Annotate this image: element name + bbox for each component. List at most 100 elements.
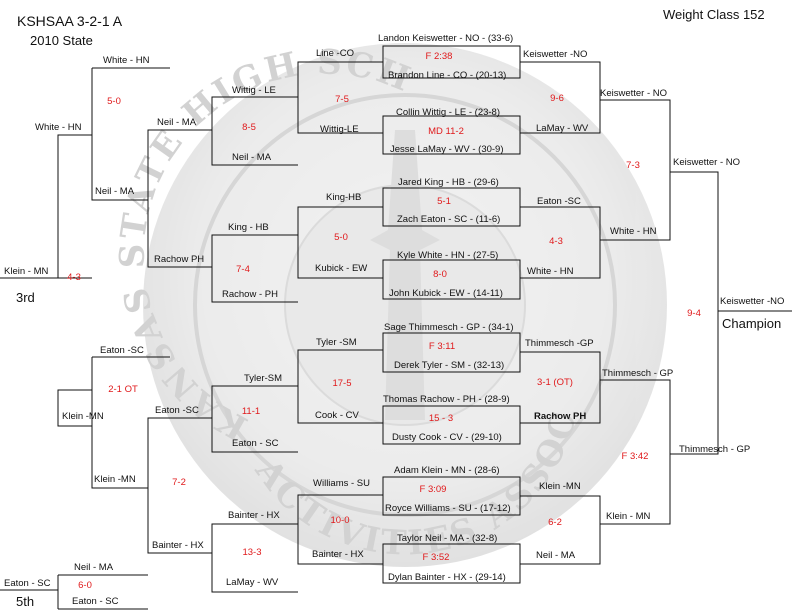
d1-result: 17-5 (332, 378, 352, 389)
m5-result: F 3:11 (428, 341, 456, 352)
q3-result: 3-1 (OT) (537, 377, 573, 388)
m7-top-wrestler: Adam Klein - MN - (28-6) (394, 465, 500, 476)
c4-result: 7-4 (236, 264, 250, 275)
c6-result: 5-0 (107, 96, 121, 107)
q2-winner: Eaton -SC (537, 196, 581, 207)
c4-top: King - HB (228, 222, 269, 233)
c7-top: White - HN (35, 122, 82, 133)
d8-top: Neil - MA (74, 562, 114, 573)
c2-bottom: Kubick - EW (315, 263, 368, 274)
m4-top-wrestler: Kyle White - HN - (27-5) (397, 250, 499, 261)
q1-bottom: LaMay - WV (536, 123, 589, 134)
m4-bottom-wrestler: John Kubick - EW - (14-11) (389, 288, 503, 299)
m3-top-wrestler: Jared King - HB - (29-6) (398, 177, 499, 188)
m4-result: 8-0 (433, 269, 447, 280)
d5-top: Eaton -SC (155, 405, 199, 416)
c5-top: Neil - MA (157, 117, 197, 128)
d3-bottom: Eaton - SC (232, 438, 279, 449)
q2-result: 4-3 (549, 236, 563, 247)
c1-top: Line -CO (316, 48, 355, 59)
seal-center (284, 184, 526, 426)
m6-result: 15 - 3 (428, 413, 454, 424)
m3-bottom-wrestler: Zach Eaton - SC - (11-6) (397, 214, 501, 225)
m2-top-wrestler: Collin Wittig - LE - (23-8) (396, 107, 500, 118)
d5-bottom: Bainter - HX (152, 540, 204, 551)
c3-top: Wittig - LE (232, 85, 276, 96)
c3-result: 8-5 (242, 122, 256, 133)
q4-bottom: Neil - MA (536, 550, 576, 561)
m3-result: 5-1 (437, 196, 451, 207)
d8-left: Eaton - SC (4, 578, 51, 589)
seal-outer-ring (143, 43, 667, 567)
fifth-place-label: 5th (16, 594, 35, 609)
d2-top: Williams - SU (313, 478, 370, 489)
champion-name: Keiswetter -NO (720, 296, 785, 307)
final-top: Keiswetter - NO (673, 157, 741, 168)
d2-bottom: Bainter - HX (312, 549, 364, 560)
d7-top: Klein -MN (94, 474, 136, 485)
d6-result: 2-1 OT (108, 384, 138, 395)
q2-bottom: White - HN (527, 266, 574, 277)
q3-winner: Thimmesch -GP (525, 338, 594, 349)
m8-result: F 3:52 (422, 552, 450, 563)
d4-bottom: LaMay - WV (226, 577, 279, 588)
m2-result: MD 11-2 (428, 126, 464, 137)
c6-top: White - HN (103, 55, 150, 66)
m6-bottom-wrestler: Dusty Cook - CV - (29-10) (392, 432, 502, 443)
s2-bottom: Klein - MN (606, 511, 651, 522)
d1-bottom: Cook - CV (315, 410, 359, 421)
q4-winner: Klein -MN (539, 481, 581, 492)
m8-bottom-wrestler: Dylan Bainter - HX - (29-14) (388, 572, 506, 583)
s2-result: F 3:42 (621, 451, 649, 462)
d2-result: 10-0 (330, 515, 350, 526)
final-bottom: Thimmesch - GP (679, 444, 751, 455)
weight-class-label: Weight Class 152 (663, 7, 765, 22)
page-subtitle: 2010 State (30, 33, 93, 48)
third-place-label: 3rd (16, 290, 35, 305)
champion-label: Champion (722, 316, 782, 331)
d1-top: Tyler -SM (316, 337, 357, 348)
d3-result: 11-1 (241, 406, 261, 417)
m6-top-wrestler: Thomas Rachow - PH - (28-9) (383, 394, 510, 405)
d7-result: 7-2 (172, 477, 186, 488)
seal-torch-shape (370, 130, 440, 420)
q1-result: 9-6 (550, 93, 564, 104)
m1-top-wrestler: Landon Keiswetter - NO - (33-6) (378, 33, 514, 44)
c5-bottom: Rachow PH (154, 254, 205, 265)
m5-bottom-wrestler: Derek Tyler - SM - (32-13) (394, 360, 505, 371)
q1-winner: Keiswetter -NO (523, 49, 588, 60)
c1-result: 7-5 (335, 94, 349, 105)
d6-top: Eaton -SC (100, 345, 144, 356)
d4-top: Bainter - HX (228, 510, 280, 521)
q3-bottom: Rachow PH (534, 411, 587, 422)
m5-top-wrestler: Sage Thimmesch - GP - (34-1) (384, 322, 514, 333)
m2-bottom-wrestler: Jesse LaMay - WV - (30-9) (390, 144, 504, 155)
c7-bottom: Klein - MN (4, 266, 49, 277)
c7-result: 4-3 (67, 272, 81, 283)
m8-top-wrestler: Taylor Neil - MA - (32-8) (397, 533, 498, 544)
s1-winner: Keiswetter - NO (600, 88, 668, 99)
s1-result: 7-3 (626, 160, 640, 171)
s2-winner: Thimmesch - GP (602, 368, 674, 379)
q4-result: 6-2 (548, 517, 562, 528)
c4-bottom: Rachow - PH (222, 289, 278, 300)
m7-result: F 3:09 (419, 484, 447, 495)
d6-bottom: Klein -MN (62, 411, 104, 422)
c6-bottom: Neil - MA (95, 186, 135, 197)
c3-bottom: Neil - MA (232, 152, 272, 163)
d8-bottom: Eaton - SC (72, 596, 119, 607)
m7-bottom-wrestler: Royce Williams - SU - (17-12) (385, 503, 511, 514)
d3-top: Tyler-SM (244, 373, 282, 384)
m1-result: F 2:38 (425, 51, 453, 62)
page-title: KSHSAA 3-2-1 A (17, 13, 123, 29)
s1-bottom: White - HN (610, 226, 657, 237)
m1-bottom-wrestler: Brandon Line - CO - (20-13) (388, 70, 507, 81)
c2-result: 5-0 (334, 232, 348, 243)
d8-result: 6-0 (78, 580, 92, 591)
c1-bottom: Wittig-LE (320, 124, 359, 135)
d4-result: 13-3 (242, 547, 262, 558)
c2-top: King-HB (326, 192, 362, 203)
